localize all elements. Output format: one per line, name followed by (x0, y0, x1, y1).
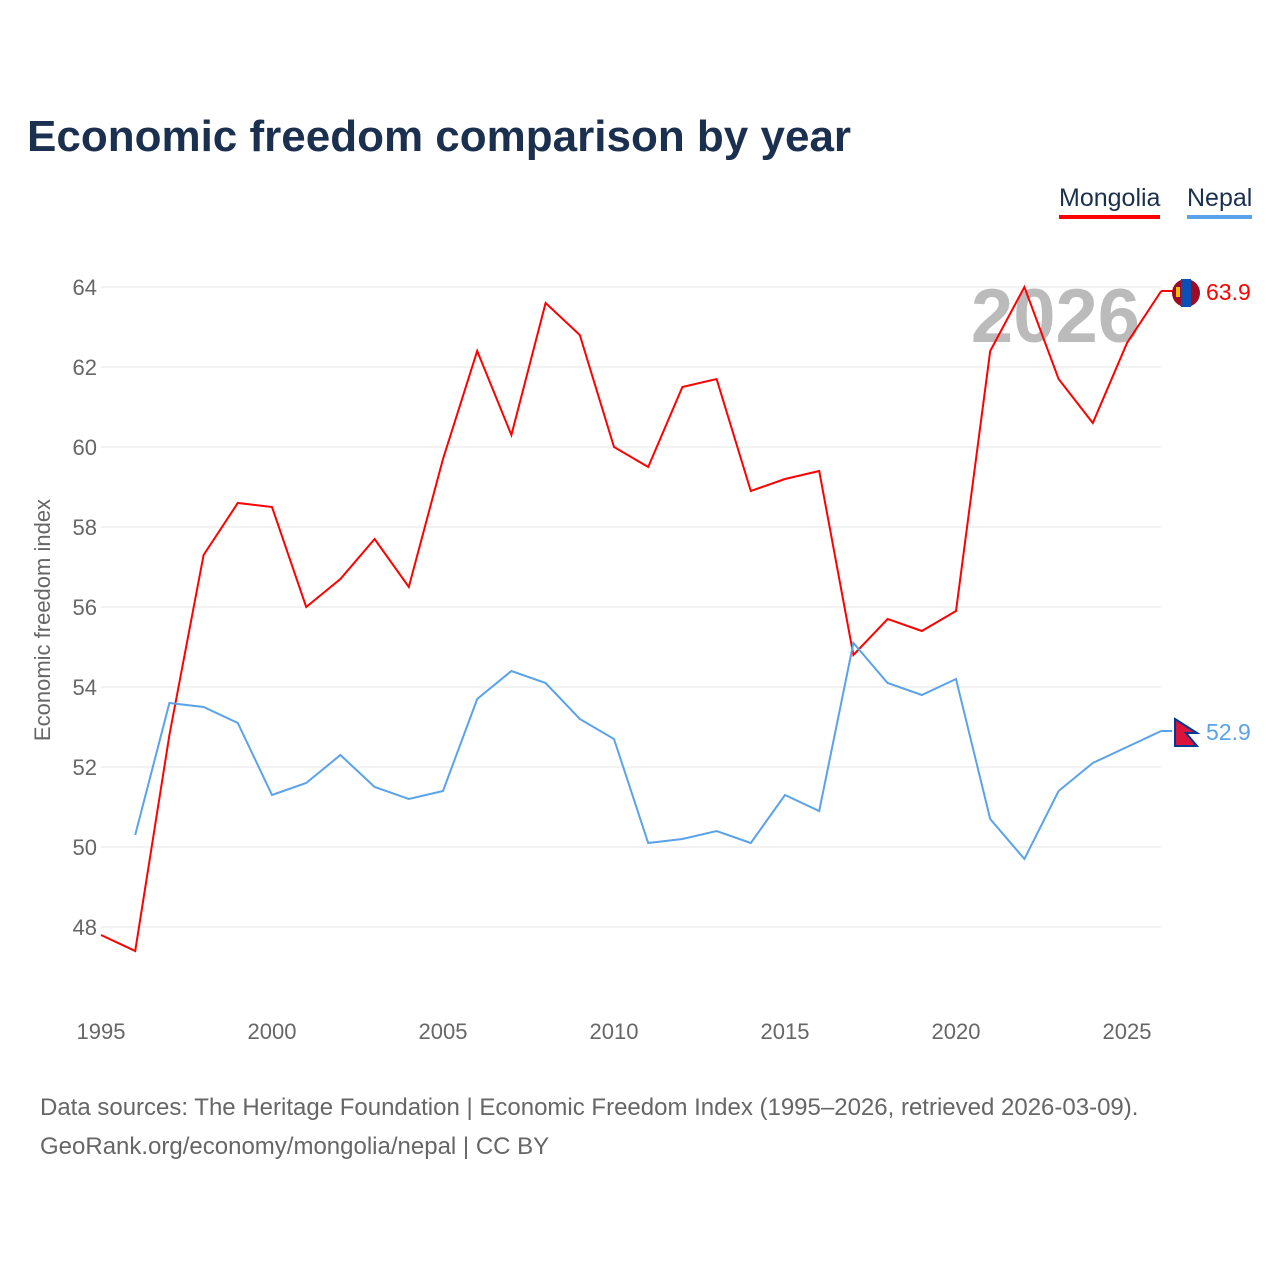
chart-title: Economic freedom comparison by year (27, 112, 852, 161)
x-tick-label: 2020 (932, 1019, 981, 1044)
y-tick-label: 54 (73, 675, 97, 700)
mongolia-flag-soyombo (1176, 287, 1180, 297)
y-tick-label: 48 (73, 915, 97, 940)
x-tick-label: 2025 (1103, 1019, 1152, 1044)
source-line-2: GeoRank.org/economy/mongolia/nepal | CC … (40, 1133, 550, 1160)
legend-nepal[interactable]: Nepal (1187, 184, 1253, 219)
y-tick-label: 64 (73, 275, 97, 300)
y-tick-label: 50 (73, 835, 97, 860)
y-axis-label: Economic freedom index (30, 499, 55, 741)
y-tick-label: 60 (73, 435, 97, 460)
mongolia-flag-stripe (1181, 279, 1191, 307)
end-value-label: 63.9 (1206, 279, 1251, 305)
legend-mongolia[interactable]: Mongolia (1059, 184, 1161, 219)
series-line-nepal (134, 640, 1162, 861)
y-tick-label: 62 (73, 355, 97, 380)
y-tick-label: 52 (73, 755, 97, 780)
x-tick-label: 2000 (248, 1019, 297, 1044)
x-tick-label: 1995 (77, 1019, 126, 1044)
source-note: Data sources: The Heritage Foundation | … (40, 1088, 1138, 1166)
y-tick-label: 56 (73, 595, 97, 620)
x-tick-label: 2015 (761, 1019, 810, 1044)
source-line-1: Data sources: The Heritage Foundation | … (40, 1094, 1139, 1121)
series-line-mongolia (100, 284, 1163, 953)
nepal-flag-shape (1174, 717, 1201, 747)
x-tick-label: 2005 (419, 1019, 468, 1044)
x-tick-label: 2010 (590, 1019, 639, 1044)
end-value-label: 52.9 (1206, 719, 1251, 745)
y-tick-label: 58 (73, 515, 97, 540)
year-watermark: 2026 (971, 274, 1140, 359)
